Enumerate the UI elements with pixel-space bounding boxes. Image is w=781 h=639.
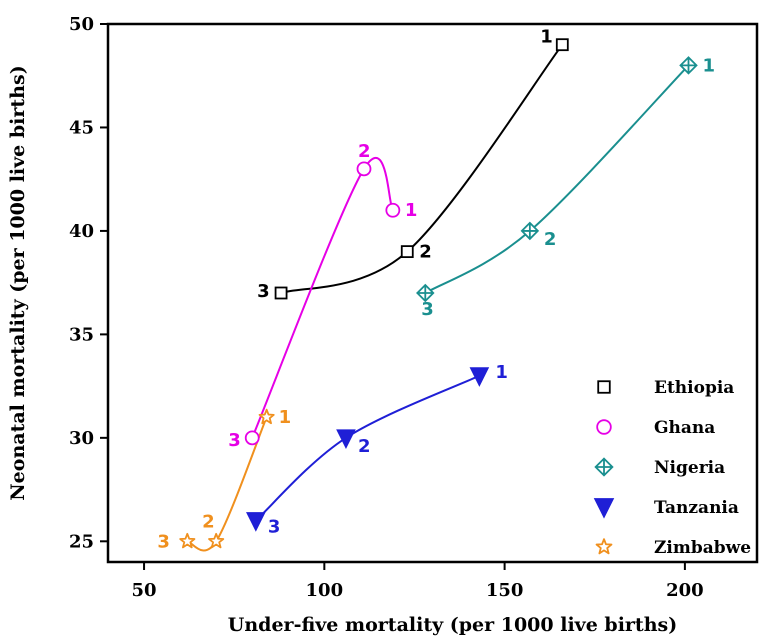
point-label-zimbabwe-2: 2 [202,511,215,532]
point-label-ghana-2: 2 [358,141,371,162]
legend-item-ethiopia: Ethiopia [597,378,734,398]
y-tick-label-35: 35 [69,324,94,345]
y-tick-label-40: 40 [69,221,94,242]
point-ghana-1 [385,202,401,218]
point-zimbabwe-3 [179,532,196,549]
point-label-ghana-3: 3 [228,430,241,451]
plot-frame [106,22,759,564]
point-label-nigeria-1: 1 [702,55,715,76]
point-label-ethiopia-2: 2 [419,242,432,263]
point-label-ethiopia-1: 1 [540,27,553,48]
point-nigeria-3 [416,283,435,303]
point-ethiopia-2 [400,245,414,259]
y-tick-label-30: 30 [69,428,94,449]
y-tick-label-45: 45 [69,117,94,138]
curve-nigeria [424,64,690,294]
x-tick-label-200: 200 [666,580,704,601]
point-label-ghana-1: 1 [405,200,418,221]
x-tick-label-50: 50 [132,580,157,601]
legend: Ethiopia Ghana Nigeria Tanzania Zimbabwe [593,378,751,558]
curve-ethiopia [280,44,564,294]
legend-marker-tanzania [593,498,615,519]
legend-marker-nigeria [594,457,614,477]
legend-label-tanzania: Tanzania [654,498,739,518]
y-axis-title: Neonatal mortality (per 1000 live births… [7,65,29,500]
legend-marker-ethiopia [597,380,611,394]
series-curves [186,44,690,552]
point-ghana-3 [244,430,260,446]
curve-ghana [251,157,394,439]
legend-item-tanzania: Tanzania [593,498,739,519]
legend-item-nigeria: Nigeria [594,457,725,478]
point-tanzania-3 [246,512,266,532]
point-label-tanzania-2: 2 [358,436,371,457]
x-tick-label-100: 100 [306,580,344,601]
legend-item-zimbabwe: Zimbabwe [595,538,751,558]
legend-label-ethiopia: Ethiopia [654,378,734,398]
axis-ticks: 50 100 150 200 25 30 35 40 45 50 [69,14,704,601]
point-ghana-2 [356,161,372,177]
legend-item-ghana: Ghana [596,418,715,438]
point-label-nigeria-3: 3 [421,299,434,320]
legend-label-zimbabwe: Zimbabwe [654,538,751,558]
point-label-ethiopia-3: 3 [257,281,270,302]
x-tick-label-150: 150 [486,580,524,601]
point-nigeria-2 [520,221,540,241]
point-label-zimbabwe-1: 1 [279,407,292,428]
point-tanzania-2 [336,429,356,449]
point-label-zimbabwe-3: 3 [157,531,170,552]
x-axis-title: Under-five mortality (per 1000 live birt… [228,614,677,636]
point-ethiopia-1 [555,38,569,52]
y-tick-label-25: 25 [69,531,94,552]
y-tick-label-50: 50 [69,14,94,35]
series-markers [179,38,698,549]
legend-label-ghana: Ghana [654,418,715,438]
point-label-tanzania-3: 3 [268,517,281,538]
legend-marker-zimbabwe [595,538,613,555]
point-zimbabwe-1 [258,408,275,425]
point-label-nigeria-2: 2 [544,229,557,250]
point-label-tanzania-1: 1 [495,362,508,383]
point-nigeria-1 [679,56,698,75]
legend-label-nigeria: Nigeria [654,458,725,478]
point-zimbabwe-2 [208,532,225,549]
legend-marker-ghana [596,419,612,435]
point-tanzania-1 [469,367,490,387]
point-ethiopia-3 [274,286,288,300]
